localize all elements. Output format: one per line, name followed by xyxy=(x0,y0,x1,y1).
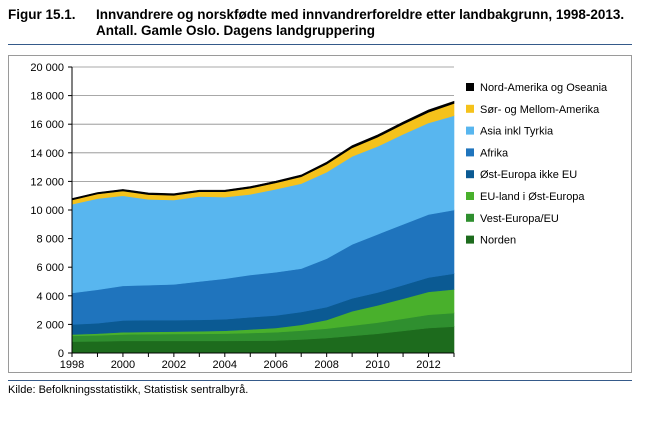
legend-swatch-øst-europa-ikke-eu xyxy=(466,170,474,179)
x-tick-label: 2006 xyxy=(263,359,287,371)
legend-swatch-vest-europa-eu xyxy=(466,213,474,222)
legend-swatch-sør-og-mellom-amerika xyxy=(466,104,474,113)
x-tick-label: 2004 xyxy=(213,359,237,371)
figure-number: Figur 15.1. xyxy=(8,7,76,22)
x-tick-label: 2008 xyxy=(314,359,338,371)
figure-title-line-1: Innvandrere og norskfødte med innvandrer… xyxy=(96,7,625,22)
y-tick-label: 8 000 xyxy=(36,234,64,246)
legend-label-øst-europa-ikke-eu: Øst-Europa ikke EU xyxy=(480,169,577,181)
legend-swatch-afrika xyxy=(466,148,474,157)
axes: 0 2 000 4 000 6 000 8 000 10 000 12 000 14 000 1… xyxy=(30,62,455,371)
legend-label-norden: Norden xyxy=(480,235,516,247)
legend: Nord-Amerika og Oseania Sør- og Mellom-Am… xyxy=(466,82,608,247)
legend-label-nord-amerika-og-oseania: Nord-Amerika og Oseania xyxy=(480,82,608,94)
footer-rule xyxy=(8,380,632,381)
legend-label-vest-europa-eu: Vest-Europa/EU xyxy=(480,213,559,225)
area-series xyxy=(71,100,455,354)
legend-swatch-eu-land-i-øst-europa xyxy=(466,192,474,200)
legend-label-asia-inkl-tyrkia: Asia inkl Tyrkia xyxy=(480,126,554,138)
x-tick-label: 2002 xyxy=(162,359,186,371)
legend-label-eu-land-i-øst-europa: EU-land i Øst-Europa xyxy=(480,191,585,203)
y-tick-label: 18 000 xyxy=(30,91,64,103)
y-tick-label: 16 000 xyxy=(30,119,64,131)
source-note: Kilde: Befolkningsstatistikk, Statistisk… xyxy=(8,384,249,396)
y-tick-label: 12 000 xyxy=(30,176,64,188)
y-tick-label: 10 000 xyxy=(30,205,64,217)
legend-label-afrika: Afrika xyxy=(480,147,509,159)
legend-label-sør-og-mellom-amerika: Sør- og Mellom-Amerika xyxy=(480,104,600,116)
chart-frame: 0 2 000 4 000 6 000 8 000 10 000 12 000 14 000 1… xyxy=(8,55,632,373)
y-tick-label: 4 000 xyxy=(36,291,64,303)
header-rule xyxy=(8,44,632,45)
y-tick-label: 20 000 xyxy=(30,62,64,74)
figure-title-line-2: Antall. Gamle Oslo. Dagens landgrupperin… xyxy=(96,23,376,38)
x-tick-label: 2010 xyxy=(365,359,389,371)
y-tick-label: 2 000 xyxy=(36,319,64,331)
y-tick-label: 0 xyxy=(58,348,64,360)
legend-swatch-nord-amerika-og-oseania xyxy=(466,83,474,91)
x-tick-label: 1998 xyxy=(60,359,84,371)
area-nord-amerika-og-oseania xyxy=(71,100,455,201)
stacked-area-chart: 0 2 000 4 000 6 000 8 000 10 000 12 000 14 000 1… xyxy=(8,55,632,373)
figure-title: Innvandrere og norskfødte med innvandrer… xyxy=(96,7,656,39)
legend-swatch-asia-inkl-tyrkia xyxy=(466,126,474,135)
x-tick-label: 2012 xyxy=(416,359,440,371)
y-tick-label: 14 000 xyxy=(30,148,64,160)
legend-swatch-norden xyxy=(466,235,474,244)
y-tick-label: 6 000 xyxy=(36,262,64,274)
x-tick-label: 2000 xyxy=(111,359,135,371)
